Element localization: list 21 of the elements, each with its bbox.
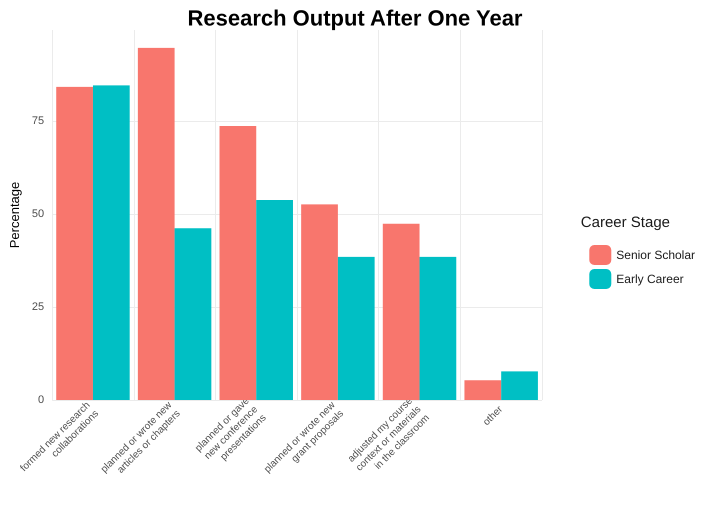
chart-title: Research Output After One Year xyxy=(188,6,523,30)
bar xyxy=(464,380,502,400)
legend-label: Senior Scholar xyxy=(616,248,696,262)
bar xyxy=(301,204,338,400)
legend-title: Career Stage xyxy=(580,214,670,231)
bar xyxy=(220,126,256,400)
y-tick-label: 50 xyxy=(32,208,44,220)
bar xyxy=(501,371,538,400)
bar xyxy=(138,48,175,400)
y-tick-label: 75 xyxy=(32,115,44,128)
bar xyxy=(382,224,420,400)
y-tick-label: 0 xyxy=(38,394,44,406)
bar xyxy=(174,228,212,400)
bar xyxy=(256,200,293,400)
bar xyxy=(338,256,375,400)
y-axis-title: Percentage xyxy=(7,182,22,248)
bar xyxy=(56,86,93,400)
bar xyxy=(420,256,456,400)
legend-label: Early Career xyxy=(616,272,684,286)
y-tick-label: 25 xyxy=(32,301,44,314)
bar xyxy=(92,85,130,400)
